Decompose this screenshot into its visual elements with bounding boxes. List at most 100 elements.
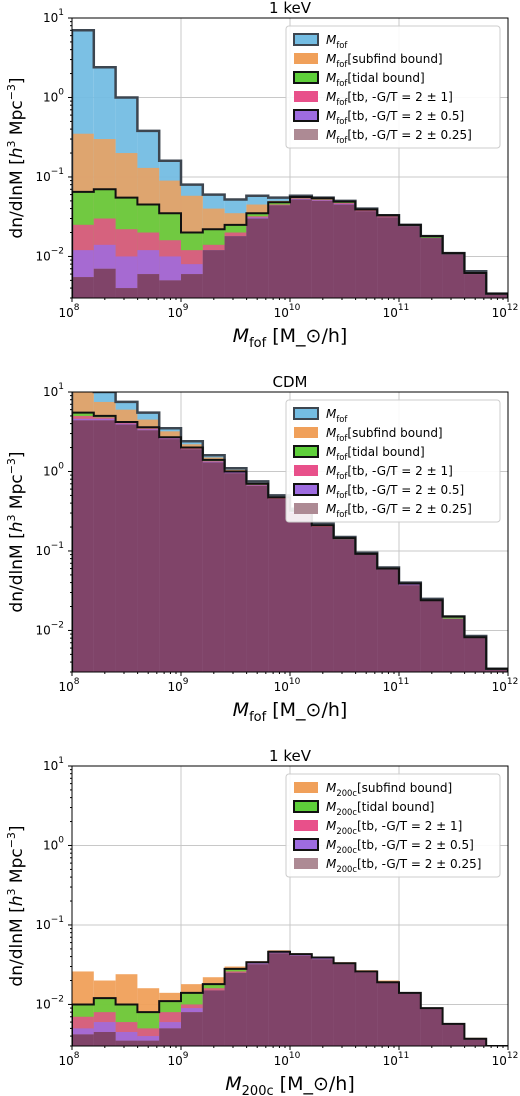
bar-overlap [137, 1040, 160, 1046]
bar-overlap [399, 585, 421, 672]
bar-overlap [93, 1032, 116, 1046]
legend: M200c[subfind bound] M200c[tidal bound] M2… [285, 773, 501, 878]
bar-overlap [311, 959, 334, 1046]
legend-label: M200c[tb, -G/T = 2 ± 1] [326, 819, 462, 836]
histograms [72, 29, 508, 298]
chart-title: 1 keV [269, 747, 312, 765]
bar-overlap [333, 539, 356, 672]
x-tick-label: 108 [58, 303, 79, 320]
y-tick-label: 100 [43, 87, 64, 104]
legend-swatch [293, 838, 319, 851]
x-tick-label: 1011 [383, 677, 410, 694]
bar-overlap [268, 953, 290, 1046]
x-tick-label: 1010 [274, 677, 301, 694]
bar-overlap [311, 200, 334, 298]
bar-overlap [72, 420, 94, 672]
y-axis: 10−2 10−1 100 101 [35, 8, 72, 299]
y-tick-label: 10−2 [35, 994, 64, 1011]
bar-overlap [442, 253, 465, 298]
bar-overlap [93, 420, 116, 672]
y-tick-label: 10−1 [35, 167, 64, 184]
bar-overlap [181, 274, 203, 298]
legend-label: Mfof[tidal bound] [326, 71, 425, 88]
bar-overlap [290, 199, 312, 298]
y-axis-label: dn/dlnM [h3 Mpc−3] [5, 451, 27, 612]
bar-overlap [377, 569, 399, 672]
y-tick-label: 101 [43, 382, 64, 399]
legend-box [285, 399, 501, 523]
bar-overlap [420, 600, 443, 672]
bar-overlap [224, 972, 247, 1046]
legend-swatch [294, 820, 318, 831]
bar-overlap [224, 236, 247, 298]
bar-overlap [486, 668, 508, 672]
bar-overlap [355, 554, 378, 672]
chart-panel-2: 108 109 1010 1011 1012 10−2 10−1 100 101 CDM Mfof … [5, 373, 518, 725]
bar-overlap [115, 424, 138, 672]
legend-label: Mfof[tb, -G/T = 2 ± 1] [326, 464, 453, 481]
legend-swatch [293, 445, 319, 458]
chart-panel-3: 108 109 1010 1011 1012 10−2 10−1 100 101 1 keV M20… [5, 747, 518, 1096]
y-tick-label: 10−2 [35, 620, 64, 637]
bar-overlap [442, 1024, 465, 1046]
legend-box [285, 773, 501, 878]
legend-swatch [293, 407, 319, 420]
bar-overlap [290, 955, 312, 1046]
legend-box [285, 25, 501, 149]
x-tick-label: 1012 [492, 303, 519, 320]
bar-tb05 [115, 256, 138, 298]
bar-overlap [333, 964, 356, 1046]
bar-overlap [464, 638, 487, 672]
bar-overlap [159, 1028, 181, 1046]
legend-label: Mfof[tb, -G/T = 2 ± 0.25] [326, 128, 472, 145]
y-tick-label: 101 [43, 756, 64, 773]
legend-label: M200c[subfind bound] [326, 781, 452, 798]
legend-label: Mfof[subfind bound] [326, 52, 443, 69]
legend-swatch [293, 33, 319, 46]
bar-overlap [137, 274, 160, 298]
bar-overlap [202, 250, 225, 298]
bar-overlap [399, 992, 421, 1046]
bar-overlap [224, 473, 247, 672]
y-tick-label: 10−2 [35, 246, 64, 263]
bar-overlap [464, 1038, 487, 1046]
bar-overlap [181, 1012, 203, 1046]
bar-overlap [246, 964, 269, 1046]
x-axis-label: Mfof [M_⊙/h] [233, 325, 348, 351]
bar-overlap [115, 288, 138, 298]
bar-overlap [72, 1034, 94, 1046]
x-axis: 108 109 1010 1011 1012 [58, 1046, 518, 1068]
bar-overlap [377, 982, 399, 1046]
bar-overlap [420, 238, 443, 298]
x-tick-label: 108 [58, 1051, 79, 1068]
x-axis-label: M200c [M_⊙/h] [225, 1073, 355, 1096]
y-tick-label: 100 [43, 461, 64, 478]
bar-overlap [333, 204, 356, 298]
legend-swatch [294, 129, 318, 140]
legend-label: Mfof[tb, -G/T = 2 ± 1] [326, 90, 453, 107]
bar-overlap [399, 226, 421, 298]
x-tick-label: 1011 [383, 1051, 410, 1068]
bar-overlap [202, 462, 225, 672]
legend-swatch [294, 91, 318, 102]
y-axis-label: dn/dlnM [h3 Mpc−3] [5, 77, 27, 238]
legend: Mfof Mfof[subfind bound] Mfof[tidal bound]… [285, 399, 501, 523]
y-tick-label: 101 [43, 8, 64, 25]
legend-swatch [294, 782, 318, 793]
legend-swatch [293, 800, 319, 813]
bar-overlap [486, 293, 508, 298]
bar-overlap [93, 268, 116, 298]
legend: Mfof Mfof[subfind bound] Mfof[tidal bound]… [285, 25, 501, 149]
step-outline-tidal [72, 188, 508, 298]
legend-swatch [293, 483, 319, 496]
y-axis-label: dn/dlnM [h3 Mpc−3] [5, 825, 27, 986]
legend-label: M200c[tb, -G/T = 2 ± 0.25] [326, 857, 481, 874]
legend-label: Mfof[tb, -G/T = 2 ± 0.5] [326, 109, 464, 126]
x-tick-label: 109 [167, 1051, 188, 1068]
x-tick-label: 1012 [492, 677, 519, 694]
legend-swatch [294, 465, 318, 476]
histograms [72, 950, 508, 1046]
bar-overlap [246, 218, 269, 298]
bar-overlap [420, 1008, 443, 1046]
